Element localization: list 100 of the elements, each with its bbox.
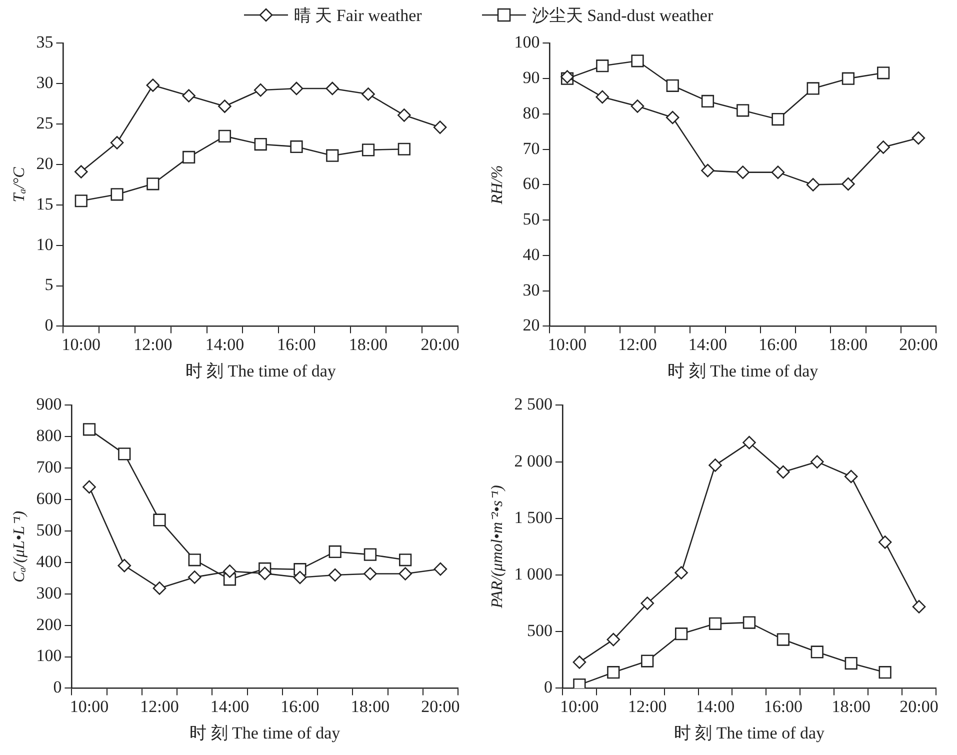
point [607, 666, 620, 679]
point [152, 582, 166, 595]
legend-label: 沙尘天 Sand-dust weather [532, 4, 714, 26]
point [290, 140, 303, 154]
point [596, 90, 610, 104]
point [254, 83, 268, 97]
x-tick-label: 12:00 [134, 334, 172, 354]
point [606, 632, 620, 646]
point [118, 448, 131, 460]
y-tick-label: 500 [526, 621, 552, 640]
point [641, 654, 654, 668]
x-tick-label: 10:00 [70, 696, 109, 716]
y-tick-label: 35 [36, 32, 54, 52]
point [362, 144, 375, 156]
point [771, 166, 785, 179]
point [877, 66, 890, 80]
y-tick-label: 500 [36, 520, 62, 540]
y-tick-label: 600 [36, 489, 62, 508]
point [742, 436, 756, 450]
y-tick-label: 300 [36, 583, 62, 602]
y-tick-label: 0 [544, 678, 552, 697]
point [182, 150, 196, 164]
point [153, 514, 166, 526]
point [708, 617, 722, 630]
x-tick-label: 20:00 [420, 334, 460, 354]
x-tick-label: 16:00 [758, 334, 798, 354]
point [188, 570, 202, 584]
point [844, 470, 858, 484]
point [701, 164, 714, 178]
y-tick-label: 80 [522, 103, 540, 122]
point [844, 656, 858, 670]
y-tick-label: 40 [522, 244, 540, 264]
point [290, 82, 304, 96]
point [878, 536, 892, 549]
point [146, 78, 160, 92]
y-tick-label: 400 [36, 552, 62, 571]
point [218, 100, 232, 113]
y-tick-label: 10 [36, 234, 54, 254]
y-tick-label: 0 [44, 316, 54, 335]
point [776, 465, 790, 479]
y-tick-label: 200 [36, 614, 62, 634]
point [398, 142, 410, 156]
point [876, 140, 890, 154]
x-axis-title: 时 刻 The time of day [190, 723, 341, 742]
point [223, 564, 236, 578]
x-tick-label: 10:00 [62, 334, 101, 354]
y-tick-label: 100 [36, 646, 62, 666]
y-tick-label: 30 [36, 73, 54, 92]
point [742, 616, 756, 629]
y-tick-label: 30 [522, 280, 540, 300]
point [912, 600, 926, 614]
y-axis-title: RH/% [488, 165, 506, 206]
x-tick-label: 20:00 [900, 696, 938, 716]
y-tick-label: 1 500 [514, 508, 552, 527]
point [776, 633, 790, 646]
y-tick-label: 5 [44, 275, 54, 294]
point [74, 165, 88, 178]
point [878, 666, 892, 679]
point [364, 548, 377, 561]
x-tick-label: 10:00 [560, 696, 599, 716]
point [328, 568, 342, 582]
point [806, 82, 820, 95]
y-tick-label: 60 [522, 174, 540, 194]
point [188, 554, 201, 566]
point [810, 455, 824, 468]
x-tick-label: 14:00 [696, 696, 735, 716]
x-axis-title: 时 刻 The time of day [674, 723, 826, 742]
x-tick-label: 14:00 [210, 696, 250, 716]
point [674, 566, 688, 580]
y-tick-label: 25 [36, 114, 54, 133]
point [572, 656, 586, 669]
y-axis-title: Cₐ/(μL•L⁻¹) [10, 510, 28, 583]
x-tick-label: 14:00 [205, 334, 244, 354]
y-tick-label: 1 000 [514, 564, 552, 584]
y-tick-label: 800 [36, 426, 62, 446]
y-tick-label: 70 [522, 138, 540, 158]
point [842, 177, 855, 191]
x-tick-label: 18:00 [348, 334, 388, 354]
point [631, 54, 644, 68]
y-tick-label: 15 [36, 194, 54, 214]
y-tick-label: 20 [36, 154, 54, 173]
x-tick-label: 10:00 [548, 334, 587, 354]
x-tick-label: 12:00 [140, 696, 179, 716]
point [258, 566, 272, 580]
x-tick-label: 14:00 [688, 334, 728, 354]
point [254, 138, 267, 151]
point [110, 136, 124, 150]
point [433, 120, 447, 134]
point [736, 166, 750, 179]
x-axis-title: 时 刻 The time of day [185, 361, 336, 380]
y-axis-title: Tₐ/°C [10, 166, 28, 202]
point [630, 100, 644, 113]
point [218, 130, 232, 142]
point [364, 567, 377, 580]
x-tick-label: 20:00 [899, 334, 938, 354]
point [640, 596, 654, 610]
point [326, 82, 340, 96]
y-tick-label: 2 500 [514, 394, 552, 414]
point [398, 108, 411, 122]
point [118, 558, 132, 572]
